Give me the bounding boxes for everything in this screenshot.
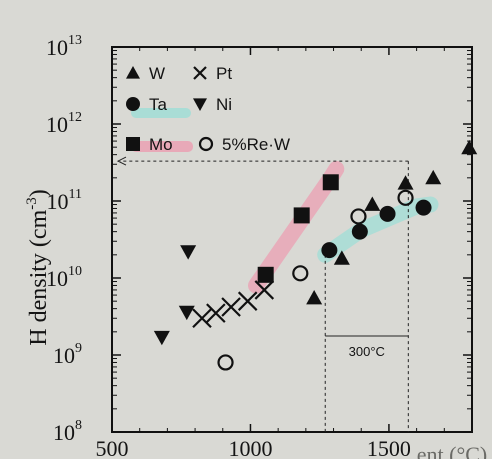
legend-swatch-mo xyxy=(131,141,193,152)
point-circle-open xyxy=(292,265,309,282)
legend-label: Pt xyxy=(216,64,232,83)
guide-lines: 300°C xyxy=(116,156,409,432)
legend-marker xyxy=(193,98,207,111)
y-tick-label: 1012 xyxy=(46,110,82,137)
series-ta xyxy=(321,199,432,259)
x-tick-label: 1000 xyxy=(228,436,272,459)
legend-marker xyxy=(126,97,140,111)
legend-label: Ta xyxy=(149,95,168,114)
y-axis-label: H density (cm-3) xyxy=(24,189,52,345)
point-x xyxy=(221,297,241,317)
point-x xyxy=(206,303,226,323)
point-x xyxy=(254,280,275,300)
legend-swatch-ta xyxy=(131,108,191,118)
plot-frame xyxy=(111,46,473,433)
highlight-stroke xyxy=(317,196,439,263)
data-points xyxy=(153,139,478,371)
x-axis-label-partial: ent (°C) xyxy=(417,442,488,459)
point-circle-open xyxy=(397,189,414,206)
series-ni xyxy=(153,245,197,346)
x-tick-label: 1500 xyxy=(367,436,411,459)
legend: W Pt Ta Ni Mo 5%Re·W xyxy=(126,64,290,154)
point-triangle-up xyxy=(306,289,323,305)
point-circle-filled xyxy=(415,199,432,216)
legend-label: 5%Re·W xyxy=(222,135,290,154)
point-triangle-down xyxy=(178,305,195,321)
y-tick-label: 108 xyxy=(53,418,82,445)
point-x xyxy=(192,308,212,329)
y-tick-label: 1010 xyxy=(46,264,82,291)
point-triangle-up xyxy=(333,250,350,265)
point-square xyxy=(257,266,274,283)
y-tick-label: 109 xyxy=(53,341,82,368)
point-triangle-up xyxy=(461,139,478,155)
legend-label: W xyxy=(149,64,165,83)
series-w xyxy=(306,139,478,305)
point-x xyxy=(237,291,258,311)
series-5-re-w xyxy=(217,189,414,371)
legend-label: Ni xyxy=(216,95,232,114)
legend-label: Mo xyxy=(149,135,173,154)
point-square xyxy=(322,174,339,191)
point-triangle-down xyxy=(153,330,170,346)
point-triangle-down xyxy=(180,245,197,260)
legend-marker xyxy=(126,66,140,79)
legend-marker xyxy=(126,137,140,151)
point-triangle-up xyxy=(364,196,381,211)
x-tick-label: 500 xyxy=(96,436,129,459)
point-square xyxy=(293,207,310,224)
y-tick-label: 1011 xyxy=(47,187,82,214)
point-circle-open xyxy=(350,208,367,225)
axis-ticks: 500 1000 1500 108 109 1010 1011 1012 1013 xyxy=(46,33,472,459)
series-mo xyxy=(257,174,339,283)
arrow-head xyxy=(116,156,127,166)
point-circle-filled xyxy=(379,205,396,222)
point-triangle-up xyxy=(425,169,442,185)
legend-marker xyxy=(193,66,207,80)
y-tick-label: 1013 xyxy=(46,33,82,60)
point-circle-filled xyxy=(321,242,338,259)
legend-marker xyxy=(198,136,214,152)
axis-labels: H density (cm-3) ent (°C) xyxy=(24,189,487,459)
point-circle-filled xyxy=(351,223,368,240)
point-circle-open xyxy=(217,354,234,371)
annotation-label: 300°C xyxy=(349,344,385,359)
point-triangle-up xyxy=(397,175,414,190)
series-pt xyxy=(192,280,275,329)
